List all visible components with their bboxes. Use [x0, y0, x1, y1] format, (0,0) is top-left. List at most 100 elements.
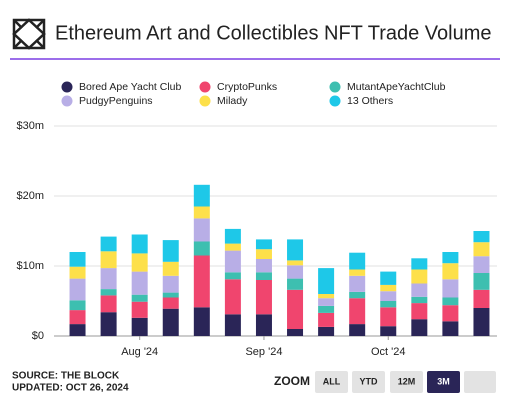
- bar-segment: [349, 298, 366, 325]
- legend-label: Milady: [217, 95, 248, 107]
- bar-segment: [100, 295, 117, 313]
- legend-swatch: [199, 81, 211, 93]
- zoom-button-label[interactable]: ALL: [323, 376, 341, 386]
- bar-segment: [349, 252, 366, 270]
- bar-segment: [380, 291, 397, 301]
- legend-label: PudgyPenguins: [79, 95, 153, 107]
- zoom-button-label[interactable]: YTD: [360, 376, 379, 386]
- bar-segment: [193, 218, 210, 242]
- bar-segment: [131, 271, 148, 295]
- bar-segment: [69, 324, 86, 336]
- y-tick-label: $30m: [16, 120, 44, 132]
- bar-segment: [69, 266, 86, 279]
- bar-segment: [162, 261, 179, 276]
- bar-segment: [193, 184, 210, 207]
- bar-segment: [287, 289, 304, 329]
- legend-label: MutantApeYachtClub: [347, 81, 446, 93]
- legend-label: CryptoPunks: [217, 81, 277, 93]
- x-tick-label: Aug '24: [121, 346, 158, 358]
- bar-segment: [349, 324, 366, 336]
- y-tick-label: $0: [32, 330, 44, 342]
- bar-segment: [255, 249, 272, 259]
- bar-segment: [100, 268, 117, 290]
- bar-segment: [318, 326, 335, 336]
- bar-segment: [255, 239, 272, 250]
- bar-segment: [100, 251, 117, 269]
- bar-segment: [473, 231, 490, 243]
- bar-segment: [255, 314, 272, 336]
- logo: [12, 18, 46, 50]
- bar-segment: [162, 308, 179, 336]
- bar-segment: [473, 273, 490, 290]
- bar-segment: [287, 260, 304, 266]
- bar-segment: [473, 242, 490, 257]
- zoom-button[interactable]: [427, 371, 460, 393]
- bar-segment: [224, 314, 241, 336]
- bar-segment: [442, 263, 459, 280]
- legend-label: Bored Ape Yacht Club: [79, 81, 182, 93]
- zoom-button[interactable]: [464, 371, 496, 393]
- bar-segment: [162, 275, 179, 293]
- zoom-label: ZOOM: [274, 374, 310, 388]
- legend-swatch: [61, 95, 73, 107]
- bar-segment: [224, 250, 241, 273]
- bar-segment: [380, 271, 397, 285]
- zoom-button[interactable]: [315, 371, 348, 393]
- bar-segment: [193, 255, 210, 308]
- bar-segment: [411, 296, 428, 304]
- bar-segment: [100, 312, 117, 336]
- bar-segment: [318, 305, 335, 313]
- bar-segment: [193, 307, 210, 336]
- bar-segment: [380, 284, 397, 292]
- bar-segment: [349, 291, 366, 299]
- bar-segment: [255, 272, 272, 280]
- bar-segment: [162, 297, 179, 309]
- bar-segment: [411, 269, 428, 284]
- bar-segment: [69, 252, 86, 267]
- bar-segment: [349, 269, 366, 276]
- bar-segment: [224, 279, 241, 315]
- bar-segment: [224, 228, 241, 244]
- bar-segment: [131, 294, 148, 302]
- bar-segment: [380, 326, 397, 336]
- bar-segment: [69, 278, 86, 301]
- updated: UPDATED: OCT 26, 2024: [12, 383, 129, 394]
- bar-segment: [349, 275, 366, 292]
- bar-segment: [131, 253, 148, 272]
- bar-segment: [411, 283, 428, 297]
- zoom-button-label[interactable]: 12M: [398, 376, 416, 386]
- bar-segment: [380, 301, 397, 308]
- legend-swatch: [61, 81, 73, 93]
- zoom-button[interactable]: [390, 371, 423, 393]
- bar-segment: [442, 305, 459, 322]
- bar-segment: [69, 310, 86, 325]
- zoom-button-label[interactable]: 3M: [437, 376, 450, 386]
- page-title: Ethereum Art and Collectibles NFT Trade …: [55, 22, 492, 44]
- bar-segment: [224, 272, 241, 280]
- bar-segment: [318, 298, 335, 306]
- bar-segment: [318, 268, 335, 294]
- bar-segment: [442, 297, 459, 306]
- bar-segment: [411, 319, 428, 336]
- bar-segment: [318, 294, 335, 299]
- bar-segment: [380, 307, 397, 327]
- legend-label: 13 Others: [347, 95, 393, 107]
- bar-segment: [287, 278, 304, 290]
- y-tick-label: $20m: [16, 190, 44, 202]
- bar-segment: [193, 206, 210, 219]
- zoom-controls: ALL YTD 12M 3M: [315, 371, 460, 393]
- bar-segment: [131, 234, 148, 254]
- bar-segment: [287, 329, 304, 336]
- bar-segment: [69, 300, 86, 311]
- zoom-button[interactable]: [352, 371, 385, 393]
- bar-segment: [442, 279, 459, 298]
- x-tick-label: Oct '24: [371, 346, 406, 358]
- plot: Bored Ape Yacht Club CryptoPunks MutantApe…: [16, 81, 497, 358]
- bar-segment: [224, 243, 241, 251]
- bar-segment: [193, 241, 210, 256]
- bar-segment: [287, 239, 304, 261]
- bar-segment: [131, 317, 148, 336]
- bar-segment: [473, 289, 490, 308]
- bar-segment: [411, 303, 428, 320]
